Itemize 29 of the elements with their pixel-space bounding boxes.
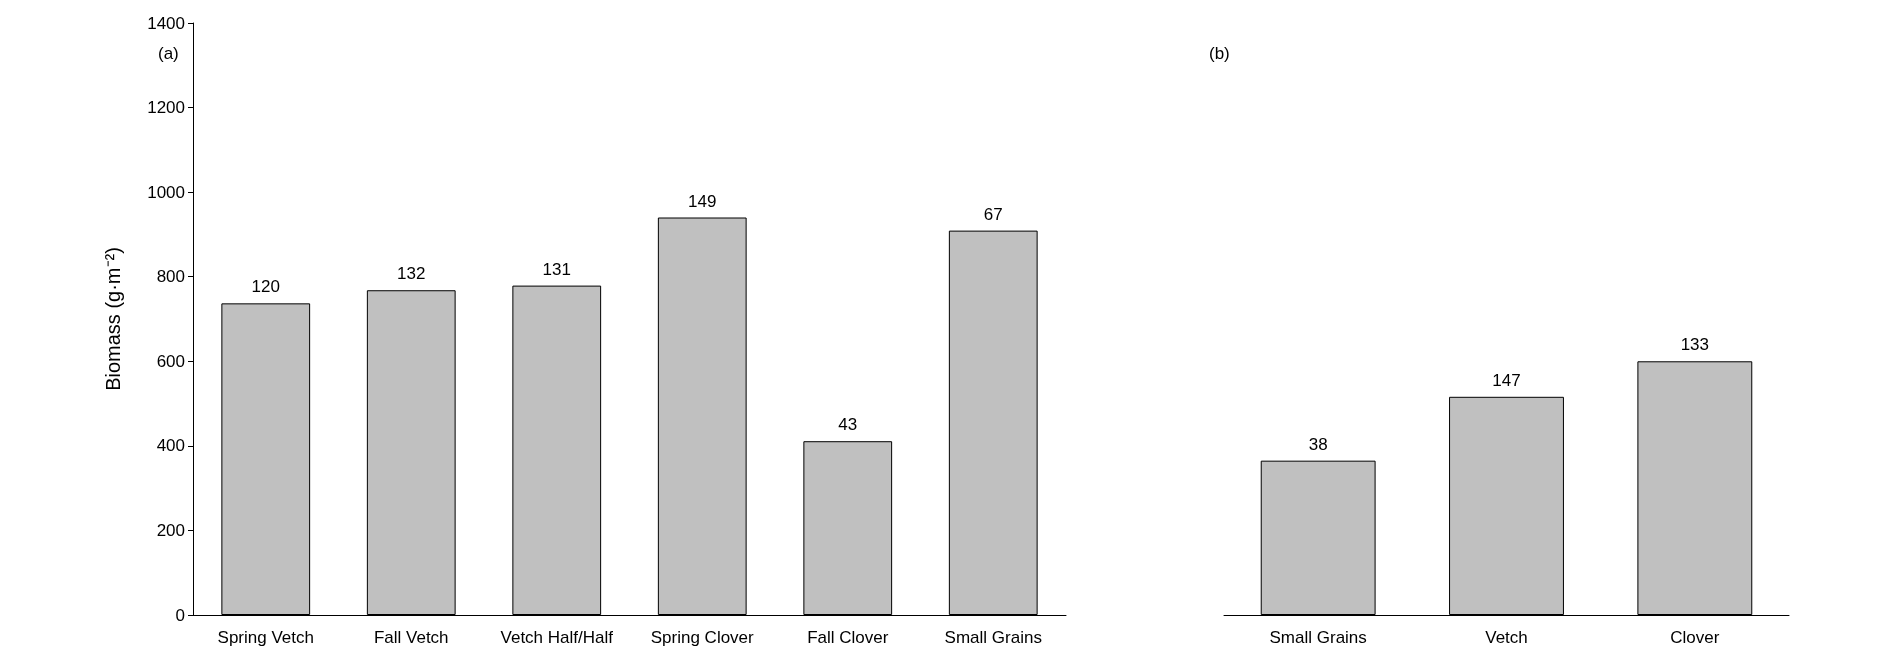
annotation: 131 [542, 259, 571, 279]
y-tick-label: 0 [175, 605, 185, 625]
annotation: 38 [1308, 434, 1328, 454]
annotation: 147 [1492, 370, 1521, 390]
x-tick-label: Spring Clover [650, 628, 755, 647]
y-tick-label: 1200 [147, 98, 185, 118]
text: (b) [1209, 44, 1230, 63]
x-tick-label: Fall Vetch [373, 628, 449, 647]
y-tick-label: 1400 [147, 13, 185, 33]
x-tick-label: Small Grains [1269, 628, 1367, 647]
y-axis-title: Biomass (g·m⁻²) [102, 247, 124, 391]
x-tick-label: Small Grains [944, 628, 1042, 647]
x-tick-label: Fall Clover [807, 628, 889, 647]
annotation: 43 [838, 415, 858, 435]
x-tick-label: Clover [1670, 628, 1720, 647]
annotation: 120 [251, 277, 280, 297]
y-tick-label: 400 [156, 436, 185, 456]
annotation: 132 [397, 264, 426, 284]
y-tick-label: 1000 [147, 182, 185, 202]
x-tick-label: Vetch [1485, 628, 1528, 647]
y-tick-label: 800 [156, 267, 185, 287]
x-tick-label: Vetch Half/Half [500, 628, 614, 647]
annotation: 67 [983, 204, 1003, 224]
text: (a) [158, 44, 179, 63]
y-tick-label: 600 [156, 351, 185, 371]
annotation: 149 [688, 191, 717, 211]
y-tick-label: 200 [156, 520, 185, 540]
annotation: 133 [1680, 335, 1710, 355]
x-tick-label: Spring Vetch [217, 628, 314, 647]
